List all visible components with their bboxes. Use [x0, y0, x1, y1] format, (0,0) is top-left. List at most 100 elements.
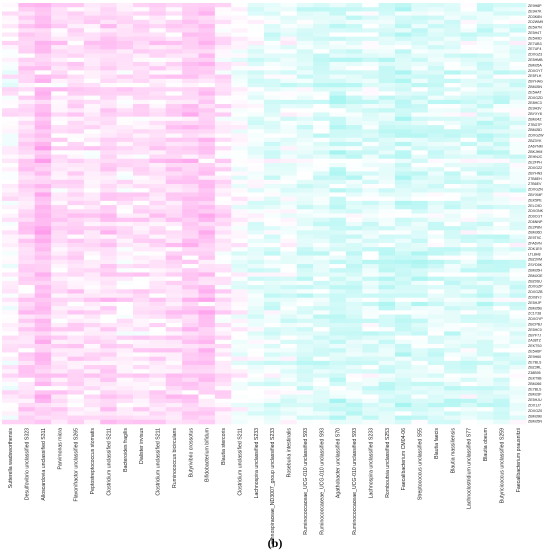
heatmap-cell [100, 150, 117, 155]
heatmap-cell [51, 280, 68, 286]
heatmap-cell [116, 344, 134, 349]
heatmap-cell [509, 196, 527, 202]
heatmap-cell [509, 335, 527, 341]
heatmap-cell [476, 369, 494, 374]
row-label: ZE5H7N [528, 26, 542, 30]
heatmap-cell [345, 78, 363, 84]
row-label: ZBYXY8 [528, 112, 542, 116]
heatmap-cell [264, 314, 281, 320]
heatmap-cell [411, 196, 429, 202]
heatmap-cell [116, 209, 134, 214]
heatmap-cell [280, 230, 298, 235]
heatmap-cell [214, 390, 232, 395]
heatmap-cell [362, 125, 379, 130]
heatmap-cell [411, 116, 429, 122]
heatmap-cell [231, 268, 248, 273]
heatmap-cell [165, 360, 183, 366]
heatmap-cell [51, 61, 68, 67]
heatmap-cell [411, 108, 429, 113]
heatmap-cell [362, 205, 379, 210]
heatmap-cell [313, 45, 330, 50]
heatmap-cell [313, 154, 330, 160]
heatmap-cell [182, 360, 199, 366]
heatmap-cell [509, 45, 527, 50]
heatmap-cell [378, 154, 396, 160]
heatmap-cell [149, 167, 167, 172]
heatmap-cell [182, 234, 199, 240]
heatmap-cell [18, 116, 36, 122]
heatmap-cell [296, 104, 314, 109]
heatmap-cell [165, 192, 183, 197]
heatmap-cell [51, 99, 68, 105]
heatmap-cell [427, 356, 445, 362]
heatmap-cell [165, 146, 183, 151]
heatmap-cell [51, 268, 68, 273]
heatmap-cell [264, 213, 281, 219]
heatmap-cell [493, 82, 510, 88]
heatmap-cell [264, 272, 281, 277]
heatmap-cell [83, 348, 101, 353]
heatmap-cell [280, 45, 298, 50]
heatmap-cell [427, 112, 445, 117]
heatmap-cell [395, 125, 412, 130]
heatmap-cell [313, 297, 330, 303]
heatmap-cell [460, 407, 478, 412]
heatmap-cell [476, 373, 494, 378]
heatmap-cell [313, 276, 330, 282]
heatmap-cell [67, 221, 85, 227]
heatmap-cell [460, 192, 478, 197]
heatmap-cell [427, 49, 445, 54]
heatmap-cell [83, 61, 101, 67]
heatmap-cell [264, 394, 281, 400]
row-label: ZE9H60 [528, 355, 541, 359]
heatmap-cell [100, 95, 117, 101]
heatmap-cell [67, 301, 85, 307]
heatmap-cell [149, 184, 167, 189]
heatmap-cell [378, 78, 396, 84]
heatmap-cell [296, 407, 314, 412]
heatmap-cell [395, 7, 412, 12]
heatmap-cell [100, 402, 117, 408]
heatmap-cell [149, 369, 167, 374]
heatmap-cell [460, 289, 478, 294]
heatmap-cell [247, 141, 265, 147]
heatmap-cell [493, 154, 510, 160]
heatmap-cell [378, 331, 396, 336]
heatmap-cell [18, 120, 36, 126]
heatmap-cell [476, 15, 494, 21]
heatmap-cell [296, 116, 314, 122]
heatmap-cell [100, 133, 117, 139]
heatmap-cell [116, 226, 134, 231]
heatmap-cell [149, 297, 167, 303]
heatmap-cell [362, 297, 379, 303]
column-label: Clostridium unclassified S211 [156, 428, 162, 496]
heatmap-cell [116, 360, 134, 366]
heatmap-cell [427, 297, 445, 303]
heatmap-cell [198, 154, 216, 160]
heatmap-cell [280, 129, 298, 134]
heatmap-cell [182, 196, 199, 202]
heatmap-cell [296, 221, 314, 227]
heatmap-cell [460, 95, 478, 101]
heatmap-cell [67, 365, 85, 370]
heatmap-cell [264, 74, 281, 80]
heatmap-cell [100, 196, 117, 202]
row-label: ZBZ3VM [528, 258, 542, 262]
heatmap-cell [51, 314, 68, 320]
heatmap-cell [444, 36, 461, 42]
heatmap-cell [51, 32, 68, 37]
heatmap-cell [296, 24, 314, 29]
heatmap-cell [83, 411, 101, 416]
heatmap-cell [395, 24, 412, 29]
heatmap-cell [83, 205, 101, 210]
heatmap-cell [182, 146, 199, 151]
heatmap-cell [34, 11, 52, 16]
heatmap-cell [362, 394, 379, 400]
heatmap-cell [313, 150, 330, 155]
column-label: Parvimonas micra [57, 428, 63, 470]
heatmap-cell [493, 369, 510, 374]
row-label: Z7B8EH [528, 177, 542, 181]
heatmap-cell [133, 205, 150, 210]
heatmap-cell [34, 171, 52, 176]
